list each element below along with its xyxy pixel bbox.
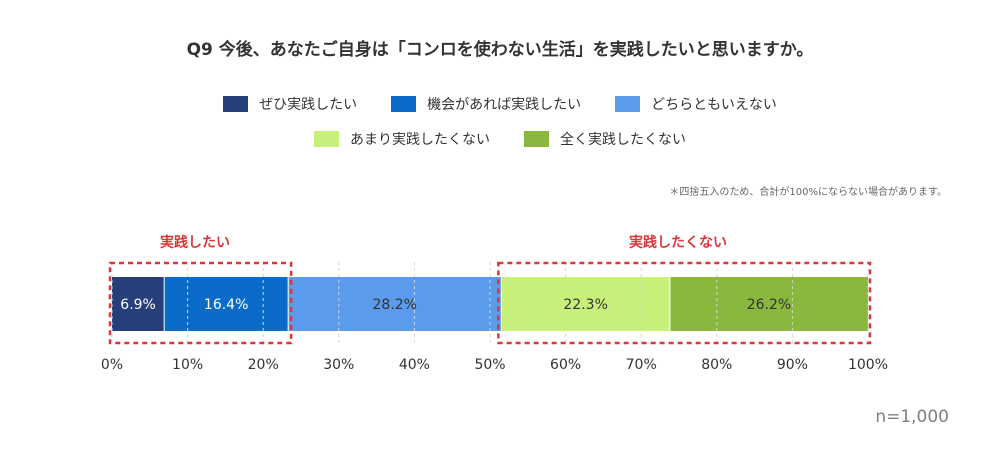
bar-segment xyxy=(669,277,868,331)
legend-row-1: ぜひ実践したい 機会があれば実践したい どちらともいえない xyxy=(0,94,1000,114)
legend-label: ぜひ実践したい xyxy=(259,97,358,113)
legend-item: あまり実践したくない xyxy=(314,129,490,149)
tick-label: 20% xyxy=(248,357,279,373)
rounding-note: ＊四捨五入のため、合計が100%にならない場合があります。 xyxy=(669,187,947,198)
tick-label: 40% xyxy=(399,357,430,373)
tick-label: 100% xyxy=(848,357,888,373)
data-label: 22.3% xyxy=(563,297,607,313)
data-label: 6.9% xyxy=(120,297,156,313)
tick-label: 80% xyxy=(701,357,732,373)
tick-label: 90% xyxy=(777,357,808,373)
legend-label: どちらともいえない xyxy=(651,97,777,113)
tick-label: 60% xyxy=(550,357,581,373)
data-label: 28.2% xyxy=(373,297,417,313)
legend-swatch xyxy=(524,131,549,147)
legend-item: 機会があれば実践したい xyxy=(391,94,581,114)
bar-segment xyxy=(164,277,289,331)
legend-label: 機会があれば実践したい xyxy=(427,97,582,113)
legend-swatch xyxy=(223,96,249,112)
bar-segment xyxy=(288,277,502,331)
chart-title: Q9 今後、あなたご自身は「コンロを使わない生活」を実践したいと思いますか。 xyxy=(186,40,814,60)
sample-size-label: n=1,000 xyxy=(875,407,949,427)
legend-swatch xyxy=(615,96,641,112)
legend-item: ぜひ実践したい xyxy=(223,94,357,114)
legend-item: 全く実践したくない xyxy=(524,129,686,149)
tick-label: 10% xyxy=(172,357,203,373)
tick-label: 30% xyxy=(323,357,354,373)
legend-swatch xyxy=(391,96,417,112)
bar-segment xyxy=(501,277,670,331)
legend-item: どちらともいえない xyxy=(615,94,777,114)
bar-segment xyxy=(112,277,165,331)
legend-row-2: あまり実践したくない 全く実践したくない xyxy=(0,129,1000,149)
legend-swatch xyxy=(314,131,339,147)
legend-label: 全く実践したくない xyxy=(560,132,686,148)
data-label: 26.2% xyxy=(747,297,791,313)
data-label: 16.4% xyxy=(204,297,248,313)
legend-label: あまり実践したくない xyxy=(350,132,490,148)
group-box-want xyxy=(108,261,293,345)
tick-label: 70% xyxy=(626,357,657,373)
group-label-not-want: 実践したくない xyxy=(629,235,727,251)
tick-label: 50% xyxy=(474,357,505,373)
tick-label: 0% xyxy=(101,357,123,373)
group-label-want: 実践したい xyxy=(160,235,230,251)
